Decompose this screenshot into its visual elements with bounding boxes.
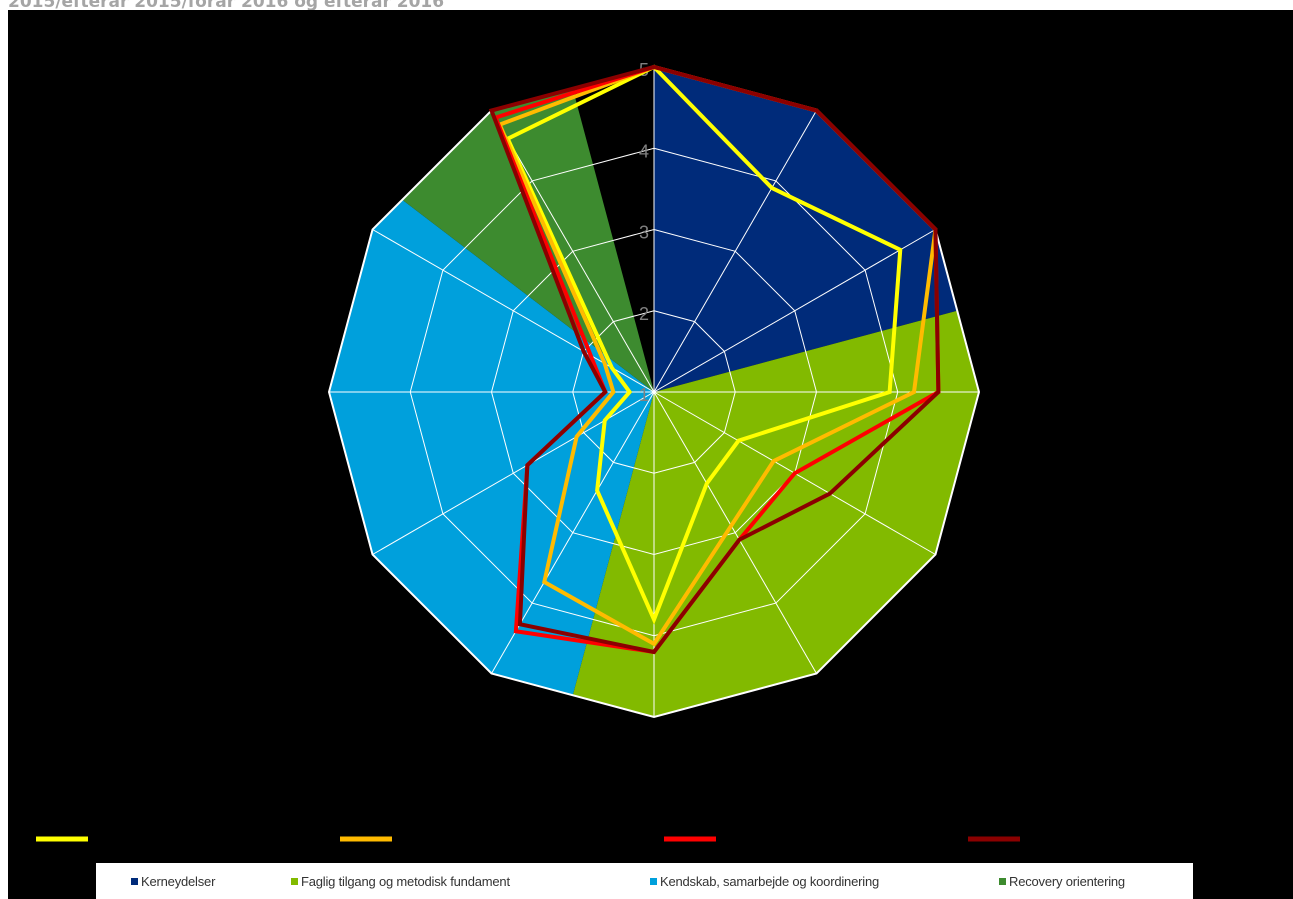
tick-label-3: 3 [639, 223, 649, 243]
sector-3 [329, 199, 654, 696]
legend-item-2: Faglig tilgang og metodisk fundament [291, 874, 510, 889]
legend-label: Faglig tilgang og metodisk fundament [301, 874, 510, 889]
series-1-line [505, 64, 903, 625]
grid-spoke-8 [491, 391, 655, 674]
grid-spoke-6 [653, 391, 817, 674]
legend-swatch [999, 878, 1006, 885]
series-4-line [488, 64, 941, 655]
legend-swatch [131, 878, 138, 885]
sector-1 [654, 67, 958, 392]
legend-swatch [650, 878, 657, 885]
page-title: 2015/efterår 2015/forår 2016 og efterår … [8, 0, 445, 12]
sector-4 [402, 88, 654, 392]
legend-label: Recovery orientering [1009, 874, 1125, 889]
grid-spoke-3 [653, 229, 936, 393]
legend-item-1: Kerneydelser [131, 874, 215, 889]
tick-label-2: 2 [639, 304, 649, 324]
legend-item-3: Kendskab, samarbejde og koordinering [650, 874, 879, 889]
tick-label-1: 1 [639, 385, 649, 405]
legend-item-4: Recovery orientering [999, 874, 1125, 889]
grid-spoke-12 [491, 110, 655, 393]
legend-swatch [291, 878, 298, 885]
grid-spoke-2 [653, 110, 817, 393]
legend-label: Kendskab, samarbejde og koordinering [660, 874, 879, 889]
legend-label: Kerneydelser [141, 874, 216, 889]
data-series [488, 64, 941, 655]
category-legend: Kerneydelser Faglig tilgang og metodisk f… [96, 863, 1193, 899]
tick-label-4: 4 [639, 141, 649, 161]
